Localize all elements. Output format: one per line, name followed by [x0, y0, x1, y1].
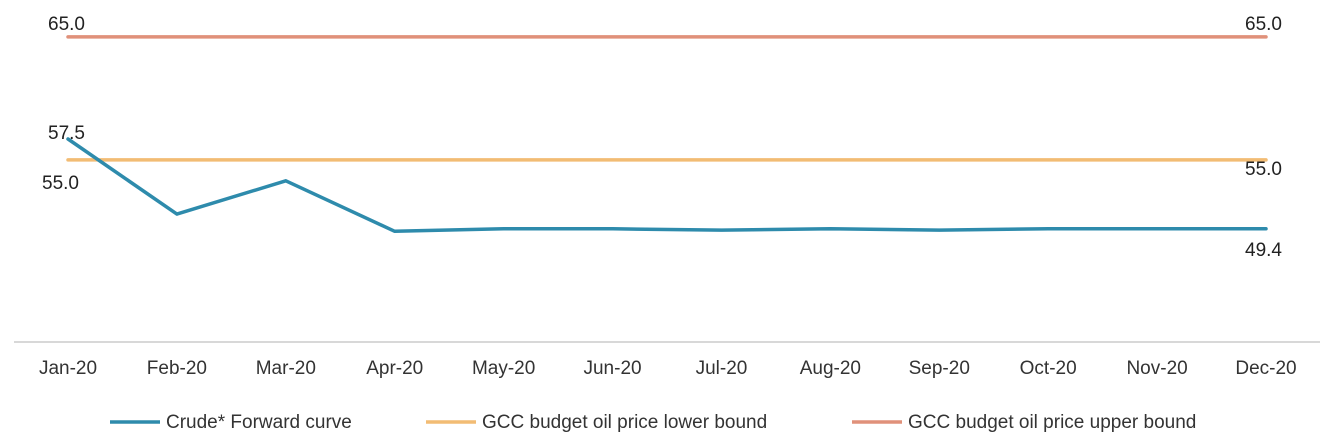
x-tick-label: Dec-20: [1235, 358, 1296, 379]
lower-bound-end-label: 55.0: [1245, 159, 1282, 180]
x-tick-label: Jun-20: [583, 358, 641, 379]
series-line-1: [66, 137, 1268, 234]
x-tick-labels: Jan-20 Feb-20 Mar-20 Apr-20 May-20 Jun-20 Jul-…: [39, 358, 1297, 379]
x-tick-label: Nov-20: [1126, 358, 1187, 379]
upper-bound-end-label: 65.0: [1245, 14, 1282, 35]
upper-bound-start-label: 65.0: [48, 14, 85, 35]
series-layer: [66, 35, 1268, 234]
x-tick-label: Jan-20: [39, 358, 97, 379]
x-tick-label: Jul-20: [696, 358, 748, 379]
lower-bound-start-label: 55.0: [42, 173, 79, 194]
x-tick-label: Mar-20: [256, 358, 316, 379]
legend: Crude* Forward curve GCC budget oil price…: [110, 412, 1196, 433]
legend-label-2: GCC budget oil price lower bound: [482, 412, 767, 433]
crude-end-label: 49.4: [1245, 240, 1282, 261]
x-tick-label: Apr-20: [366, 358, 423, 379]
x-tick-label: Aug-20: [800, 358, 861, 379]
crude-start-label: 57.5: [48, 123, 85, 144]
data-labels: 65.0 65.0 57.5 55.0 55.0 49.4: [42, 14, 1282, 261]
x-tick-label: May-20: [472, 358, 535, 379]
x-tick-label: Sep-20: [909, 358, 970, 379]
legend-label-1: Crude* Forward curve: [166, 412, 352, 433]
legend-label-3: GCC budget oil price upper bound: [908, 412, 1196, 433]
x-tick-label: Oct-20: [1020, 358, 1077, 379]
x-tick-label: Feb-20: [147, 358, 207, 379]
